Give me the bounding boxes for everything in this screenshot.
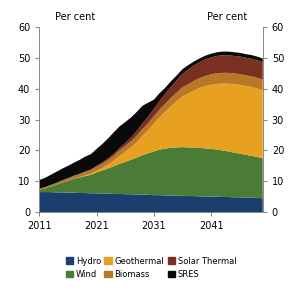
Text: Per cent: Per cent bbox=[207, 12, 247, 22]
Legend: Hydro, Wind, Geothermal, Biomass, Solar Thermal, SRES: Hydro, Wind, Geothermal, Biomass, Solar … bbox=[63, 253, 239, 282]
Text: Per cent: Per cent bbox=[55, 12, 95, 22]
